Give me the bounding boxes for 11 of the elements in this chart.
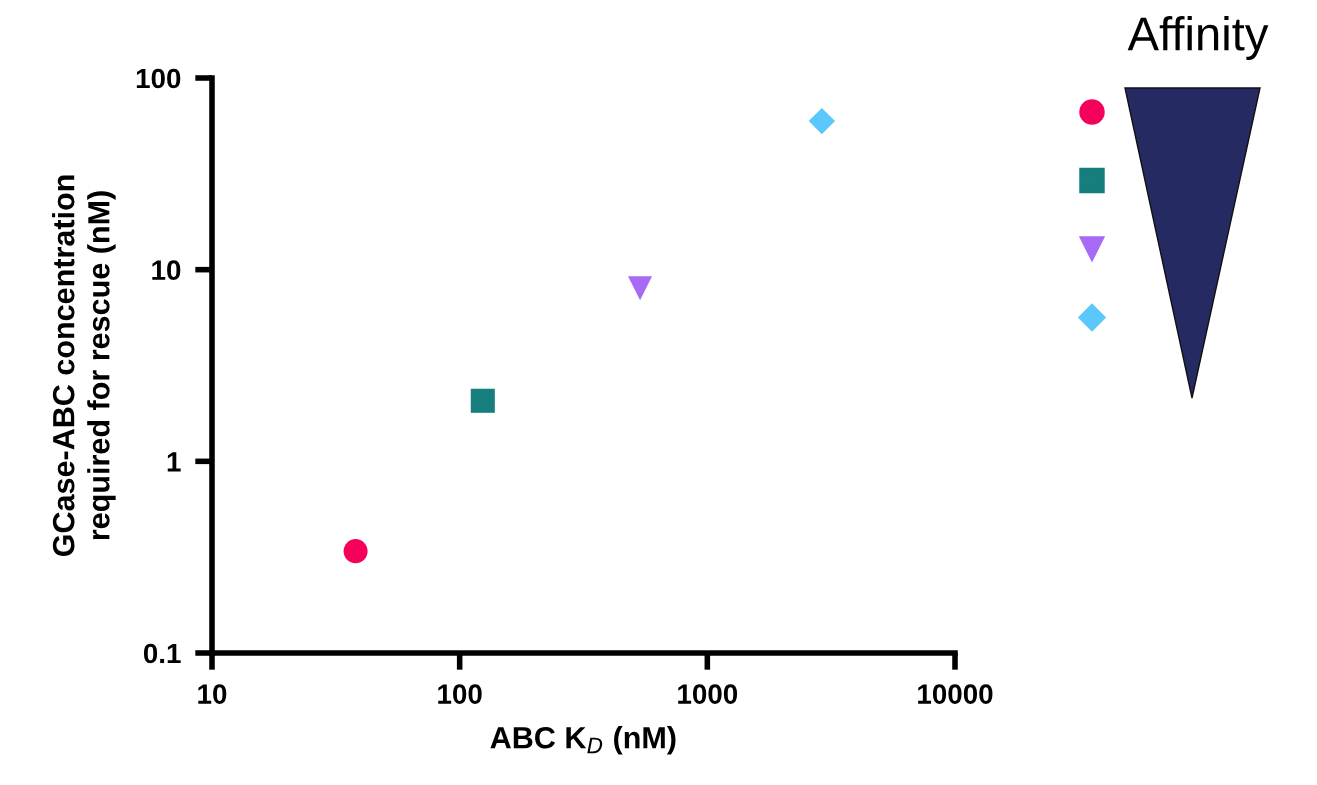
y-tick-label: 0.1 [143,643,181,664]
y-tick-label: 10 [152,260,181,281]
x-tick-label: 10000 [918,684,993,704]
text: Affinity [1127,15,1269,61]
y-axis-title: GCase-ABC concentration required for rescue (nM) [52,175,116,557]
y-tick-label: 100 [136,68,181,89]
x-tick-label: 1000 [678,684,738,704]
x-tick-label: 10 [198,684,227,704]
x-axis-title: ABC K$_{D}$ (nM) [490,726,676,755]
y-tick-label: 1 [167,452,181,472]
x-tick-label: 100 [438,684,482,704]
